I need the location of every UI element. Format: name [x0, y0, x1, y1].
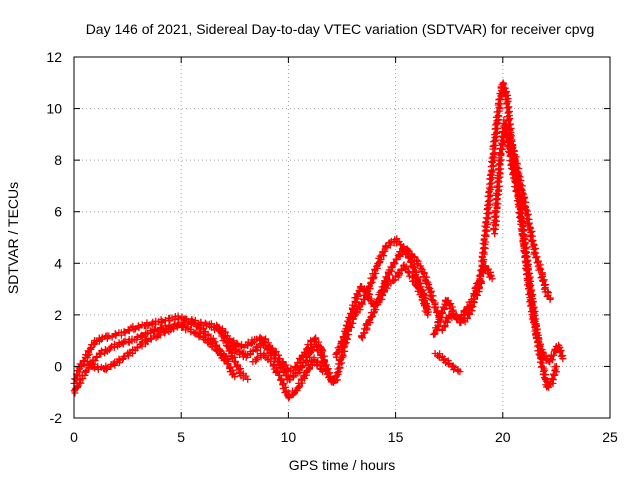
y-tick-label: 0: [54, 358, 62, 374]
y-tick-label: -2: [50, 410, 63, 426]
y-tick-label: 12: [46, 49, 62, 65]
data-point-track: [249, 349, 327, 402]
y-tick-labels: -2 0 2 4 6 8 10 12: [46, 49, 62, 426]
data-point-track: [70, 312, 252, 387]
chart-title: Day 146 of 2021, Sidereal Day-to-day VTE…: [86, 21, 595, 37]
x-tick-label: 20: [495, 429, 511, 445]
x-tick-label: 15: [388, 429, 404, 445]
data-point-track: [358, 243, 445, 342]
data-point-track: [207, 320, 327, 376]
x-tick-label: 0: [70, 429, 78, 445]
data-point-track: [79, 317, 232, 373]
x-tick-label: 10: [281, 429, 297, 445]
data-points: [70, 79, 567, 402]
x-tick-labels: 0 5 10 15 20 25: [70, 429, 618, 445]
x-axis-label: GPS time / hours: [289, 457, 396, 473]
axis-ticks: [73, 56, 611, 419]
x-tick-label: 25: [602, 429, 618, 445]
plot-frame: [73, 56, 611, 419]
y-tick-label: 8: [54, 152, 62, 168]
data-point-track: [505, 131, 554, 303]
y-tick-label: 4: [54, 255, 62, 271]
data-point-track: [438, 277, 485, 334]
data-point-track: [490, 116, 560, 391]
data-point-track: [431, 350, 464, 376]
data-point-track: [430, 262, 496, 338]
x-tick-label: 5: [177, 429, 185, 445]
y-tick-label: 10: [46, 101, 62, 117]
y-tick-label: 2: [54, 307, 62, 323]
data-point-track: [70, 320, 239, 397]
y-tick-label: 6: [54, 204, 62, 220]
y-axis-label: SDTVAR / TECUs: [5, 182, 21, 294]
